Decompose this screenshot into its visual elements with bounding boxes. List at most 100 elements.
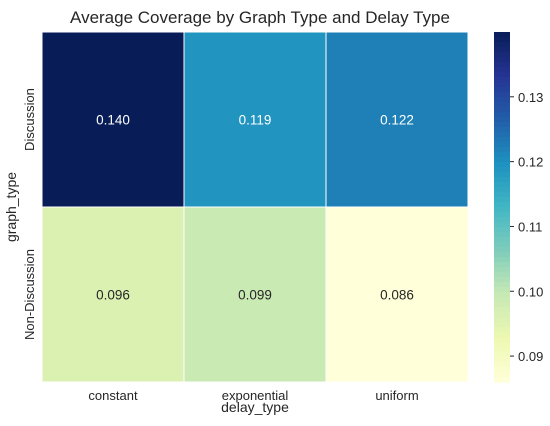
colorbar-segment (494, 207, 510, 213)
colorbar: 0.09 0.10 0.11 0.12 0.13 (494, 32, 543, 383)
y-tick-labels: Discussion Non-Discussion (22, 88, 37, 340)
colorbar-segment (494, 347, 510, 353)
colorbar-segment (494, 337, 510, 343)
colorbar-segment (494, 272, 510, 278)
colorbar-tick-label-4: 0.13 (518, 90, 543, 105)
colorbar-segment (494, 182, 510, 188)
colorbar-segment (494, 87, 510, 93)
colorbar-segment (494, 237, 510, 243)
colorbar-segment (494, 52, 510, 58)
x-tick-label-2: uniform (375, 388, 418, 403)
colorbar-segment (494, 162, 510, 168)
colorbar-segment (494, 62, 510, 68)
colorbar-tick-label-3: 0.12 (518, 155, 543, 170)
colorbar-segment (494, 147, 510, 153)
colorbar-segment (494, 212, 510, 218)
y-tick-label-1: Non-Discussion (22, 249, 37, 340)
colorbar-segment (494, 322, 510, 328)
colorbar-segment (494, 342, 510, 348)
colorbar-segment (494, 192, 510, 198)
colorbar-segment (494, 157, 510, 163)
colorbar-segment (494, 57, 510, 63)
colorbar-segment (494, 197, 510, 203)
colorbar-segment (494, 297, 510, 303)
colorbar-segment (494, 107, 510, 113)
colorbar-segment (494, 32, 510, 38)
colorbar-segment (494, 257, 510, 263)
colorbar-segment (494, 47, 510, 53)
colorbar-segment (494, 142, 510, 148)
heatmap-cell-1-0 (41, 206, 185, 383)
colorbar-segment (494, 167, 510, 173)
colorbar-segment (494, 97, 510, 103)
x-tick-label-0: constant (88, 388, 138, 403)
colorbar-segment (494, 277, 510, 283)
colorbar-segment (494, 172, 510, 178)
cell-value-label-1-1: 0.099 (238, 288, 272, 303)
colorbar-segment (494, 122, 510, 128)
y-axis-label: graph_type (3, 172, 19, 242)
colorbar-segment (494, 242, 510, 248)
colorbar-segment (494, 357, 510, 363)
colorbar-tick-label-1: 0.10 (518, 284, 543, 299)
heatmap-cells: 0.140 0.119 0.122 0.096 0.099 0.086 (41, 31, 469, 383)
x-tick-label-1: exponential (222, 388, 289, 403)
colorbar-segment (494, 92, 510, 98)
cell-value-label-0-1: 0.119 (239, 113, 272, 128)
colorbar-segment (494, 377, 510, 383)
colorbar-segment (494, 222, 510, 228)
colorbar-segment (494, 152, 510, 158)
colorbar-segment (494, 77, 510, 83)
colorbar-tick-label-0: 0.09 (518, 349, 543, 364)
colorbar-segment (494, 127, 510, 133)
colorbar-segment (494, 262, 510, 268)
colorbar-segment (494, 67, 510, 73)
colorbar-segment (494, 112, 510, 118)
heatmap-cell-0-0 (41, 31, 185, 208)
colorbar-segment (494, 102, 510, 108)
chart-title: Average Coverage by Graph Type and Delay… (70, 8, 450, 27)
colorbar-segment (494, 37, 510, 43)
heatmap-cell-0-1 (183, 31, 327, 208)
colorbar-segment (494, 117, 510, 123)
colorbar-segment (494, 217, 510, 223)
colorbar-segment (494, 227, 510, 233)
colorbar-segment (494, 292, 510, 298)
heatmap-cell-1-1 (183, 206, 327, 383)
colorbar-segment (494, 362, 510, 368)
colorbar-segment (494, 42, 510, 48)
colorbar-tick-label-2: 0.11 (518, 219, 542, 234)
colorbar-segment (494, 282, 510, 288)
colorbar-segment (494, 202, 510, 208)
colorbar-segment (494, 82, 510, 88)
heatmap-cell-0-2 (325, 31, 469, 208)
colorbar-segment (494, 72, 510, 78)
colorbar-segment (494, 177, 510, 183)
colorbar-segment (494, 232, 510, 238)
colorbar-segment (494, 312, 510, 318)
cell-value-label-0-2: 0.122 (380, 113, 414, 128)
x-axis-label: delay_type (221, 399, 289, 415)
colorbar-segment (494, 307, 510, 313)
colorbar-segment (494, 287, 510, 293)
colorbar-segment (494, 137, 510, 143)
colorbar-segment (494, 332, 510, 338)
colorbar-segment (494, 267, 510, 273)
colorbar-segment (494, 247, 510, 253)
colorbar-segment (494, 352, 510, 358)
x-tick-labels: constant exponential uniform (88, 388, 418, 403)
cell-value-label-0-0: 0.140 (96, 113, 130, 128)
colorbar-segment (494, 317, 510, 323)
y-tick-label-0: Discussion (22, 88, 37, 151)
heatmap-cell-1-2 (325, 206, 469, 383)
colorbar-segment (494, 302, 510, 308)
cell-value-label-1-0: 0.096 (96, 288, 130, 303)
colorbar-segment (494, 327, 510, 333)
colorbar-segment (494, 367, 510, 373)
colorbar-segment (494, 372, 510, 378)
cell-value-label-1-2: 0.086 (380, 288, 414, 303)
colorbar-segment (494, 132, 510, 138)
colorbar-segment (494, 252, 510, 258)
colorbar-segment (494, 187, 510, 193)
